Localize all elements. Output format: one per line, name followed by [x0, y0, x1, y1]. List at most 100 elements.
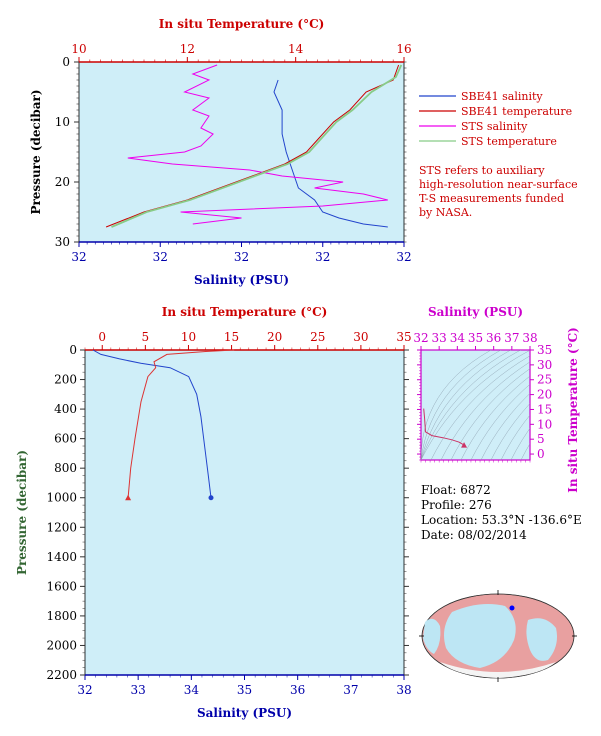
lower-profile-panel: 0 5 10 15 20 25 30 35 In situ Temperature (°C) 32… — [15, 305, 412, 720]
upper-series-line — [127, 64, 388, 225]
lower-temp-tick-label: 35 — [396, 330, 411, 344]
ts-density-contour — [480, 393, 530, 460]
lower-pres-tick-label: 600 — [54, 432, 77, 446]
ts-temp-tick-label: 10 — [537, 417, 552, 431]
lower-pres-tick-label: 2000 — [46, 638, 77, 652]
lower-temp-tick-label: 20 — [267, 330, 282, 344]
lower-temp-tick-label: 5 — [142, 330, 150, 344]
ts-density-contour — [510, 427, 530, 460]
profile-row: Profile: 276 — [421, 498, 582, 513]
ts-density-contour — [500, 414, 530, 460]
lower-pres-tick-label: 1000 — [46, 491, 77, 505]
ts-sal-axis-label: Salinity (PSU) — [428, 305, 523, 319]
note-line: T-S measurements funded — [419, 192, 564, 205]
profile-value: 276 — [468, 498, 492, 512]
map-atlantic — [526, 618, 557, 661]
lower-pres-axis-label: Pressure (decibar) — [15, 450, 29, 575]
float-row: Float: 6872 — [421, 483, 582, 498]
ts-density-contour — [520, 443, 530, 460]
ts-temp-tick-label: 5 — [537, 432, 545, 446]
ts-density-contour — [460, 375, 530, 460]
lower-temp-tick-label: 15 — [224, 330, 239, 344]
float-value: 6872 — [460, 483, 491, 497]
upper-temp-axis-label: In situ Temperature (°C) — [159, 17, 325, 31]
ts-temp-tick-label: 30 — [537, 358, 552, 372]
lower-pres-tick-label: 1200 — [46, 520, 77, 534]
ts-sal-tick-label: 32 — [413, 331, 428, 345]
sts-note: STS refers to auxiliary high-resolution n… — [419, 164, 578, 219]
date-value: 08/02/2014 — [457, 528, 527, 542]
upper-temp-tick-label: 10 — [71, 42, 86, 56]
lower-temp-tick-label: 0 — [98, 330, 106, 344]
lower-sal-tick-label: 34 — [184, 683, 200, 697]
ts-plot-area — [420, 349, 531, 461]
ts-sal-tick-label: 35 — [468, 331, 483, 345]
ts-sal-tick-label: 34 — [450, 331, 466, 345]
ts-end-marker — [461, 442, 468, 448]
lower-sal-tick-label: 32 — [77, 683, 92, 697]
ts-density-contour — [421, 350, 502, 460]
lower-pres-tick-label: 800 — [54, 461, 77, 475]
upper-sal-tick-label: 32 — [315, 250, 330, 264]
location-label: Location: — [421, 513, 478, 527]
upper-sal-tick-label: 32 — [71, 250, 86, 264]
upper-sal-axis-label: Salinity (PSU) — [194, 273, 289, 287]
legend-entry-label: STS temperature — [461, 135, 557, 148]
map-indian — [423, 618, 441, 654]
ts-density-contour — [591, 340, 601, 460]
lower-pres-tick-label: 1400 — [46, 550, 77, 564]
ts-temp-tick-label: 35 — [537, 343, 552, 357]
lower-sal-tick-label: 37 — [343, 683, 358, 697]
ts-series-line — [423, 408, 465, 446]
upper-temp-tick-label: 16 — [396, 42, 411, 56]
ts-density-contour — [421, 350, 530, 460]
upper-sal-tick-label: 32 — [234, 250, 249, 264]
ts-density-contour — [421, 350, 522, 460]
lower-temp-tick-label: 25 — [310, 330, 325, 344]
profile-label: Profile: — [421, 498, 466, 512]
upper-pres-tick-label: 0 — [62, 55, 70, 69]
lower-pres-tick-label: 0 — [69, 343, 77, 357]
ts-sal-tick-label: 37 — [504, 331, 519, 345]
legend-entry-label: STS salinity — [461, 120, 528, 133]
ts-temp-tick-label: 15 — [537, 402, 552, 416]
upper-legend: SBE41 salinity SBE41 temperature STS salin… — [419, 90, 572, 148]
lower-series-line — [127, 349, 235, 498]
note-line: high-resolution near-surface — [419, 178, 578, 191]
upper-pres-axis-label: Pressure (decibar) — [29, 89, 43, 214]
ts-sal-tick-label: 36 — [486, 331, 501, 345]
lower-sal-tick-label: 33 — [131, 683, 146, 697]
ts-density-contour — [430, 355, 530, 460]
upper-pres-tick-label: 30 — [55, 235, 70, 249]
upper-pres-tick-label: 20 — [55, 175, 70, 189]
lower-sal-tick-label: 35 — [237, 683, 252, 697]
ts-density-contour — [450, 368, 530, 460]
ts-density-contour — [470, 384, 530, 460]
note-line: by NASA. — [419, 206, 472, 219]
upper-temp-tick-label: 12 — [180, 42, 195, 56]
ts-sal-tick-label: 33 — [432, 331, 447, 345]
lower-pres-tick-label: 1600 — [46, 579, 77, 593]
lower-pres-tick-label: 1800 — [46, 609, 77, 623]
location-value: 53.3°N -136.6°E — [481, 513, 582, 527]
lower-sal-tick-label: 36 — [290, 683, 305, 697]
lower-series-line — [92, 349, 212, 498]
lower-sal-end-marker — [208, 495, 214, 501]
ts-temp-axis-label: In situ Temperature (°C) — [566, 327, 580, 493]
location-row: Location: 53.3°N -136.6°E — [421, 513, 582, 528]
ts-density-contour — [421, 350, 492, 460]
ts-density-contour — [581, 340, 601, 460]
lower-temp-tick-label: 10 — [181, 330, 196, 344]
ts-temp-tick-label: 20 — [537, 388, 552, 402]
upper-sal-tick-label: 32 — [396, 250, 411, 264]
date-label: Date: — [421, 528, 454, 542]
upper-profile-panel: 10 12 14 16 In situ Temperature (°C) 32 32 32 32… — [29, 17, 412, 287]
map-antarctica — [440, 662, 556, 678]
float-label: Float: — [421, 483, 457, 497]
upper-plot-area — [78, 61, 405, 243]
upper-temp-tick-label: 14 — [288, 42, 304, 56]
legend-entry-label: SBE41 temperature — [461, 105, 572, 118]
ts-sal-tick-label: 38 — [522, 331, 537, 345]
